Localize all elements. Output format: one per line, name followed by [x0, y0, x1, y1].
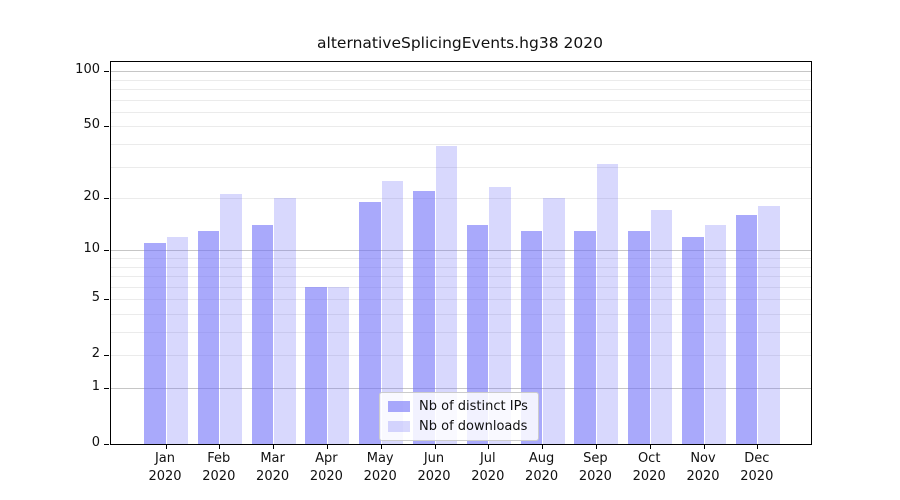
gridline-minor-80	[111, 88, 811, 90]
bar-distinct-ips-mar	[251, 225, 274, 444]
bar-downloads-oct	[650, 210, 673, 444]
y-tick-2	[104, 355, 109, 357]
bar-distinct-ips-jun	[413, 190, 435, 444]
legend-label-downloads: Nb of downloads	[419, 419, 528, 434]
x-tick-apr	[326, 444, 328, 449]
x-tick-jul	[488, 444, 490, 449]
bar-downloads-nov	[704, 225, 726, 444]
bar-downloads-dec	[758, 206, 780, 444]
gridline-minor-20	[111, 198, 811, 199]
y-tick-1	[104, 388, 109, 389]
bar-downloads-feb	[220, 194, 242, 444]
x-tick-label-apr: Apr 2020	[309, 451, 343, 484]
y-tick-label-2: 2	[91, 346, 100, 362]
gridline-major-10	[111, 250, 811, 252]
gridline-minor-50	[111, 126, 811, 128]
bar-downloads-sep	[596, 163, 619, 444]
gridline-minor-6	[111, 286, 811, 288]
legend-item-distinct-ips: Nb of distinct IPs	[388, 399, 528, 414]
x-tick-label-mar: Mar 2020	[256, 451, 290, 484]
gridline-minor-8	[111, 266, 811, 268]
bar-downloads-may	[381, 180, 404, 444]
gridline-minor-30	[111, 166, 811, 168]
bar-distinct-ips-may	[359, 201, 381, 444]
y-tick-5	[104, 299, 109, 301]
y-tick-label-50: 50	[83, 117, 100, 133]
gridline-minor-7	[111, 276, 811, 277]
legend-item-downloads: Nb of downloads	[388, 419, 528, 434]
gridline-minor-90	[111, 79, 811, 81]
bar-distinct-ips-apr	[305, 286, 327, 444]
x-tick-jun	[434, 444, 436, 449]
legend: Nb of distinct IPs Nb of downloads	[379, 392, 539, 441]
bar-distinct-ips-oct	[628, 230, 650, 444]
bar-distinct-ips-aug	[520, 230, 543, 444]
legend-swatch-distinct-ips	[388, 401, 410, 412]
bar-distinct-ips-jul	[466, 225, 489, 444]
bar-distinct-ips-dec	[735, 215, 758, 444]
gridline-minor-40	[111, 143, 811, 145]
x-tick-sep	[595, 444, 597, 449]
gridline-minor-70	[111, 99, 811, 101]
bar-distinct-ips-sep	[574, 230, 596, 444]
x-tick-label-dec: Dec 2020	[740, 451, 774, 484]
y-tick-label-5: 5	[91, 290, 100, 306]
x-tick-label-sep: Sep 2020	[578, 451, 612, 484]
gridline-minor-9	[111, 257, 811, 259]
bar-downloads-jul	[489, 187, 511, 444]
x-tick-label-aug: Aug 2020	[525, 451, 559, 484]
y-tick-0	[104, 444, 109, 445]
bar-downloads-apr	[327, 286, 350, 444]
y-tick-label-100: 100	[75, 62, 100, 78]
x-tick-jan	[165, 444, 167, 449]
x-tick-nov	[703, 444, 705, 449]
x-tick-label-nov: Nov 2020	[686, 451, 720, 484]
y-tick-10	[104, 250, 109, 252]
y-tick-label-0: 0	[91, 435, 100, 450]
legend-label-distinct-ips: Nb of distinct IPs	[419, 399, 528, 414]
bar-downloads-aug	[543, 198, 565, 444]
x-tick-label-jun: Jun 2020	[417, 451, 451, 484]
bar-distinct-ips-nov	[682, 236, 704, 444]
x-tick-label-jul: Jul 2020	[471, 451, 505, 484]
y-tick-20	[104, 198, 109, 199]
y-tick-label-10: 10	[83, 241, 100, 257]
y-tick-50	[104, 126, 109, 128]
y-tick-label-20: 20	[83, 189, 100, 204]
legend-swatch-downloads	[388, 421, 410, 432]
x-tick-oct	[649, 444, 651, 449]
gridline-minor-2	[111, 355, 811, 357]
x-tick-label-oct: Oct 2020	[632, 451, 666, 484]
plot-area: Nb of distinct IPs Nb of downloads	[104, 61, 812, 449]
x-tick-aug	[542, 444, 544, 449]
x-tick-may	[380, 444, 382, 449]
gridline-major-1	[111, 388, 811, 389]
x-tick-label-jan: Jan 2020	[148, 451, 182, 484]
x-tick-label-may: May 2020	[363, 451, 397, 484]
bar-downloads-jun	[435, 145, 457, 444]
gridline-minor-4	[111, 313, 811, 315]
x-tick-mar	[273, 444, 275, 449]
x-tick-label-feb: Feb 2020	[202, 451, 236, 484]
gridline-minor-3	[111, 332, 811, 333]
x-tick-feb	[219, 444, 221, 449]
gridline-minor-60	[111, 111, 811, 113]
bar-downloads-jan	[166, 236, 188, 444]
gridline-minor-5	[111, 299, 811, 301]
gridline-major-100	[111, 71, 811, 73]
bar-distinct-ips-jan	[144, 243, 166, 444]
bar-distinct-ips-feb	[197, 230, 220, 444]
y-tick-100	[104, 71, 109, 73]
bar-downloads-mar	[274, 198, 296, 444]
y-tick-label-1: 1	[91, 379, 100, 394]
chart-title: alternativeSplicingEvents.hg38 2020	[317, 34, 603, 52]
x-tick-dec	[757, 444, 759, 449]
